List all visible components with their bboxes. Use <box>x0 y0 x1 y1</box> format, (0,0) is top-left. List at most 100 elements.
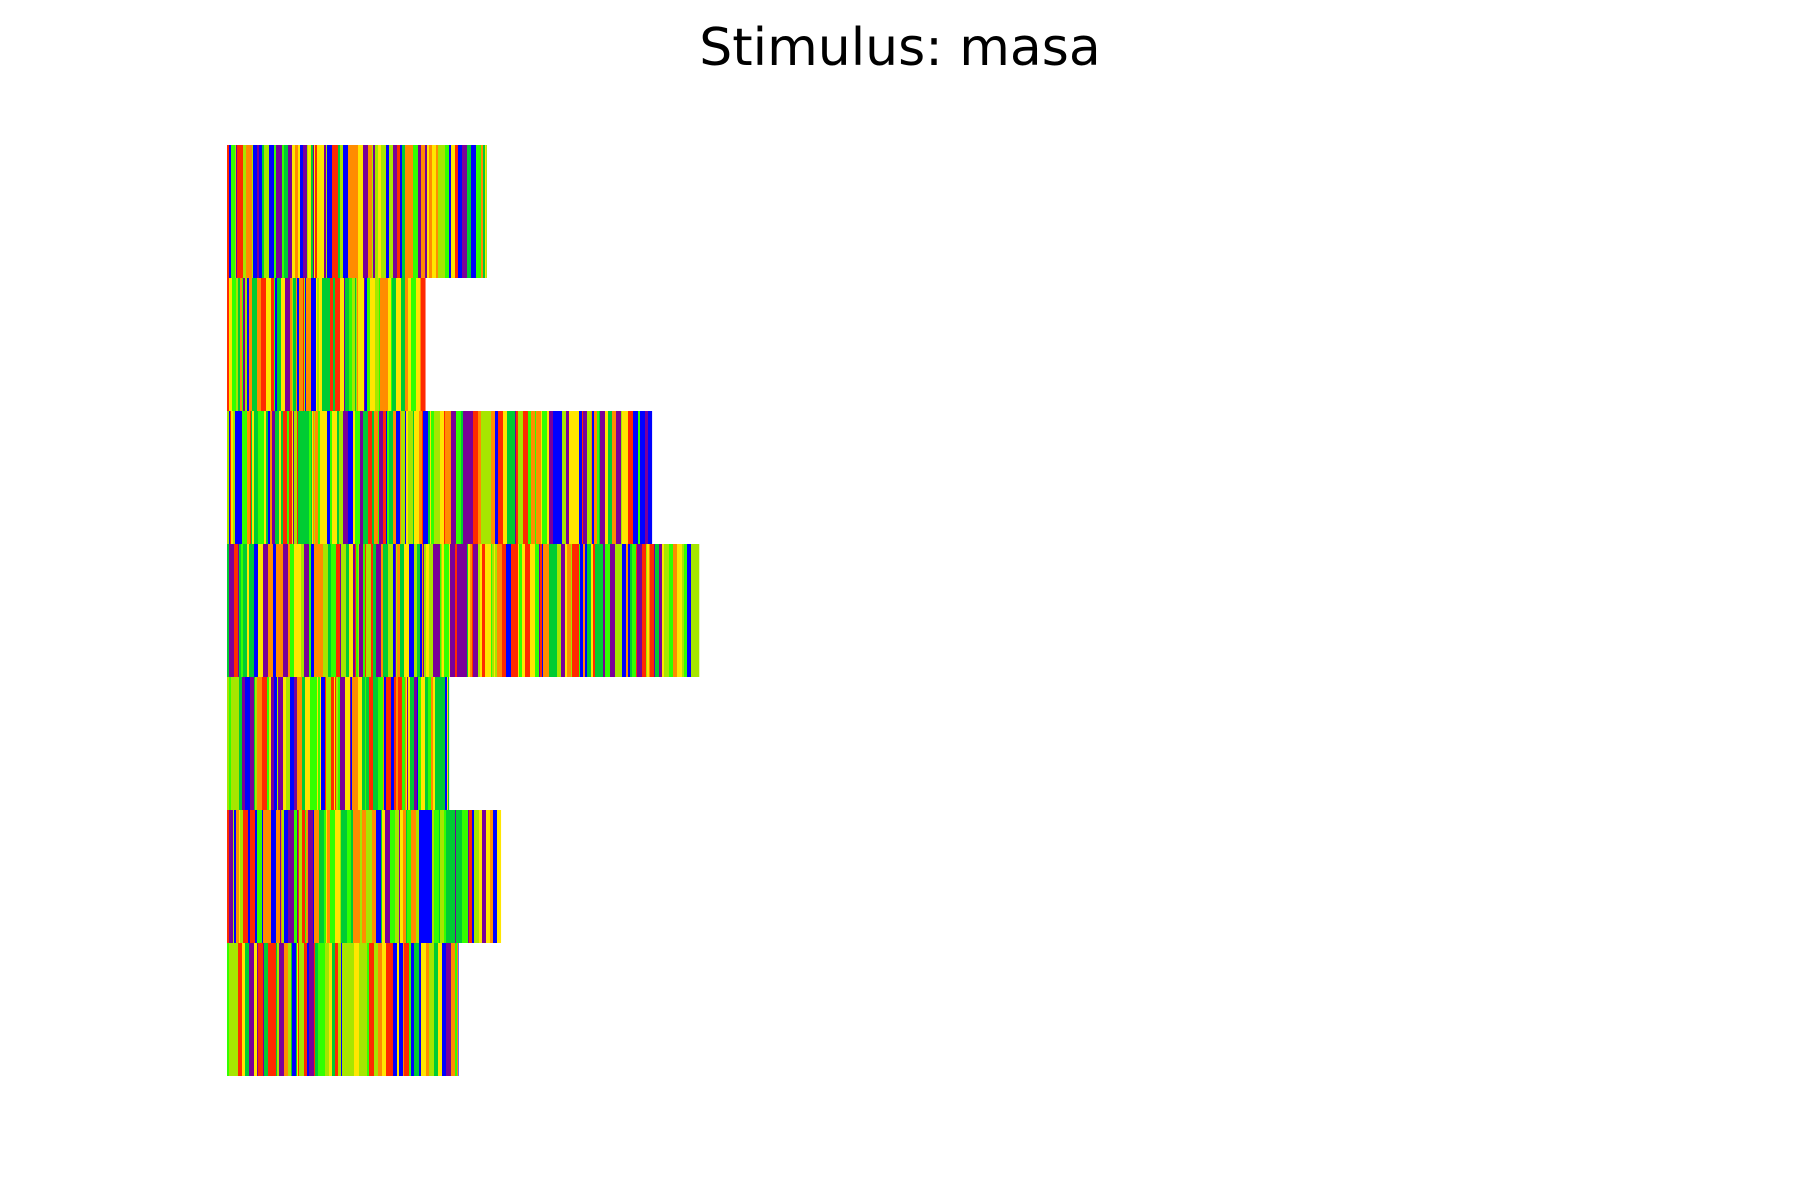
stripe <box>295 943 297 1076</box>
stripe <box>441 544 443 677</box>
stripe <box>538 411 542 544</box>
stripe <box>314 943 316 1076</box>
stripe <box>411 810 417 943</box>
stripe <box>254 677 256 810</box>
stripe <box>362 810 367 943</box>
stripe <box>314 810 320 943</box>
stripe <box>485 411 490 544</box>
stripe <box>352 278 356 411</box>
stripe <box>566 411 570 544</box>
stripe <box>518 544 520 677</box>
stripe <box>357 677 359 810</box>
stripe <box>335 544 337 677</box>
stripe <box>247 544 250 677</box>
stripe <box>341 810 343 943</box>
stripe <box>622 544 627 677</box>
stripe <box>373 544 377 677</box>
stripe <box>564 411 567 544</box>
stripe <box>482 810 487 943</box>
stripe <box>340 544 342 677</box>
stripe <box>335 810 341 943</box>
stripe <box>478 411 482 544</box>
stripe <box>384 677 387 810</box>
stripe <box>650 544 655 677</box>
stripe <box>485 145 487 278</box>
stripe <box>231 677 236 810</box>
stripe <box>449 145 452 278</box>
stripe <box>305 677 311 810</box>
stripe <box>259 411 261 544</box>
stripe <box>414 544 418 677</box>
stripe <box>341 544 347 677</box>
stripe <box>632 544 636 677</box>
stripe <box>324 411 328 544</box>
stripe <box>243 810 249 943</box>
stripe <box>594 411 598 544</box>
stripe <box>340 677 346 810</box>
stripe <box>238 411 243 544</box>
stripe <box>403 810 406 943</box>
stripe <box>300 145 304 278</box>
stripe <box>434 810 437 943</box>
stripe <box>233 411 236 544</box>
stripe <box>301 544 305 677</box>
stripe <box>418 677 422 810</box>
stripe <box>414 677 418 810</box>
stripe <box>276 943 278 1076</box>
stripe <box>307 411 310 544</box>
stripe <box>408 411 414 544</box>
stripe <box>330 278 334 411</box>
stripe <box>401 278 406 411</box>
stripe <box>327 810 331 943</box>
stripe <box>243 145 247 278</box>
stripe <box>592 411 595 544</box>
stripe <box>506 544 512 677</box>
stripe <box>420 278 422 411</box>
stripe <box>416 810 420 943</box>
stripe <box>239 810 241 943</box>
stripe <box>312 411 314 544</box>
stripe <box>251 411 253 544</box>
stripe <box>358 145 364 278</box>
stripe <box>368 145 373 278</box>
stripe <box>315 544 321 677</box>
stripe <box>422 411 424 544</box>
stripe <box>450 544 456 677</box>
stripe <box>363 411 369 544</box>
stripe <box>428 810 433 943</box>
stripe <box>591 411 593 544</box>
stripe <box>245 677 248 810</box>
stripe <box>677 544 683 677</box>
stripe <box>647 544 650 677</box>
stripe <box>348 411 354 544</box>
stripe <box>334 145 339 278</box>
stripe <box>299 544 302 677</box>
stripe <box>314 544 316 677</box>
stripe <box>280 544 284 677</box>
stripe <box>227 677 230 810</box>
raster-row-4 <box>227 544 700 677</box>
stripe <box>321 677 326 810</box>
stripe <box>372 810 377 943</box>
stripe <box>534 411 536 544</box>
stripe <box>351 677 353 810</box>
stripe <box>448 810 453 943</box>
stripe <box>421 677 426 810</box>
stripe <box>597 411 600 544</box>
stripe <box>387 411 390 544</box>
stripe <box>315 677 318 810</box>
raster-row-5 <box>227 677 450 810</box>
stripe <box>249 278 253 411</box>
stripe <box>386 677 392 810</box>
stripe <box>656 544 660 677</box>
stripe <box>372 145 374 278</box>
stripe <box>664 544 670 677</box>
stripe <box>359 943 363 1076</box>
stripe <box>309 411 312 544</box>
stripe <box>237 943 239 1076</box>
stripe <box>472 810 475 943</box>
stripe <box>293 943 296 1076</box>
stripe <box>276 544 281 677</box>
stripe <box>546 544 550 677</box>
